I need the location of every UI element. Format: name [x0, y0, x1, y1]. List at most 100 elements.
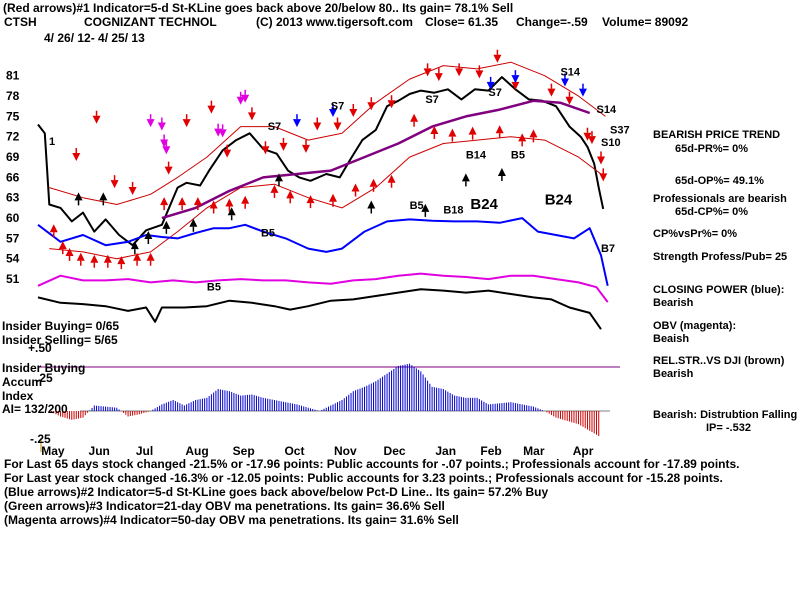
blue-down-arrow	[486, 81, 495, 90]
price-change: Change=-.59	[516, 15, 588, 29]
ai-value: AI= 132/200	[2, 402, 68, 416]
footer-blue-arrows: (Blue arrows)#2 Indicator=5-d St-KLine g…	[4, 485, 549, 499]
cp-value: 65d-CP%= 0%	[675, 206, 749, 218]
x-tick-label: May	[41, 444, 65, 458]
signal-label: B24	[470, 196, 498, 213]
red-up-arrow	[209, 200, 218, 209]
y-tick-label: 60	[6, 211, 20, 225]
red-down-arrow	[493, 54, 502, 63]
signal-label: S7	[488, 87, 501, 99]
price-tick-label: 1	[49, 136, 56, 148]
red-down-arrow	[587, 136, 596, 145]
blue-down-arrow	[292, 119, 301, 128]
black-up-arrow	[189, 218, 198, 227]
y-tick-label: 54	[6, 252, 20, 266]
red-down-arrow	[583, 132, 592, 141]
red-down-arrow	[333, 122, 342, 131]
y-tick-label: 72	[6, 130, 20, 144]
footer-magenta-arrows: (Magenta arrows)#4 Indicator=50-day OBV …	[4, 513, 459, 527]
black-up-arrow	[421, 203, 430, 212]
x-tick-label: Mar	[523, 444, 545, 458]
magenta-down-arrow	[218, 129, 227, 138]
y-tick-label: 63	[6, 191, 20, 205]
accum-axis-plus25: .25	[36, 371, 53, 385]
cp-vs-pr: CP%vsPr%= 0%	[653, 228, 738, 240]
black-up-arrow	[367, 200, 376, 209]
x-tick-label: Nov	[334, 444, 357, 458]
signal-label: S14	[560, 67, 580, 79]
signal-label: S7	[268, 121, 281, 133]
magenta-down-arrow	[157, 122, 166, 131]
black-up-arrow	[130, 241, 139, 250]
black-up-arrow	[74, 192, 83, 201]
x-tick-label: Jun	[89, 444, 110, 458]
red-up-arrow	[58, 241, 67, 250]
red-down-arrow	[164, 166, 173, 175]
strength-value: Strength Profess/Pub= 25	[653, 251, 788, 263]
footer-year: For Last year stock changed -16.3% or -1…	[4, 471, 723, 485]
series-line-5	[37, 272, 609, 303]
red-up-arrow	[495, 125, 504, 134]
red-up-arrow	[448, 128, 457, 137]
red-down-arrow	[313, 122, 322, 131]
black-up-arrow	[227, 207, 236, 216]
black-up-arrow	[162, 220, 171, 229]
red-down-arrow	[92, 115, 101, 124]
bearish-distribution: Bearish: Distrubtion Falling	[653, 409, 798, 421]
red-down-arrow	[223, 149, 232, 158]
red-up-arrow	[178, 197, 187, 206]
date-range: 4/ 26/ 12- 4/ 25/ 13	[44, 31, 145, 45]
red-up-arrow	[49, 224, 58, 233]
red-up-arrow	[241, 195, 250, 204]
x-tick-label: Feb	[480, 444, 501, 458]
series-line-0	[37, 76, 605, 247]
red-up-arrow	[65, 247, 74, 256]
black-up-arrow	[497, 167, 506, 176]
magenta-down-arrow	[146, 119, 155, 128]
y-tick-label: 66	[6, 170, 20, 184]
signal-label: B7	[601, 243, 615, 255]
y-tick-label: 51	[6, 272, 20, 286]
accum-axis-plus50: +.50	[28, 341, 52, 355]
red-up-arrow	[306, 195, 315, 204]
x-tick-label: Jul	[136, 444, 153, 458]
red-down-arrow	[596, 156, 605, 165]
red-down-arrow	[207, 105, 216, 114]
red-down-arrow	[475, 70, 484, 79]
red-up-arrow	[225, 198, 234, 207]
x-tick-label: Dec	[384, 444, 406, 458]
red-down-arrow	[72, 153, 81, 162]
blue-down-arrow	[329, 109, 338, 117]
footer-65day: For Last 65 days stock changed -21.5% or…	[4, 457, 740, 471]
insider-buying-count: Insider Buying= 0/65	[2, 319, 120, 333]
rel-strength-status: Bearish	[653, 368, 694, 380]
y-tick-label: 78	[6, 89, 20, 103]
insider-buying-label: Insider Buying	[2, 361, 86, 375]
index-label: Index	[2, 389, 34, 403]
red-up-arrow	[351, 183, 360, 192]
red-up-arrow	[160, 197, 169, 206]
insider-selling-count: Insider Selling= 5/65	[2, 333, 118, 347]
series-line-6	[37, 288, 602, 330]
magenta-down-arrow	[162, 146, 171, 155]
series-line-3	[161, 99, 591, 220]
signal-label: B24	[545, 192, 573, 209]
black-up-arrow	[461, 173, 470, 182]
red-down-arrow	[279, 142, 288, 151]
y-tick-label: 69	[6, 150, 20, 164]
red-down-arrow	[367, 102, 376, 111]
red-down-arrow	[301, 144, 310, 153]
black-up-arrow	[144, 231, 153, 239]
signal-label: B5	[261, 227, 275, 239]
volume-value: Volume= 89092	[602, 15, 689, 29]
red-up-arrow	[103, 254, 112, 263]
red-up-arrow	[430, 125, 439, 134]
indicator-red-arrows-line: (Red arrows)#1 Indicator=5-d St-KLine go…	[3, 1, 514, 15]
ip-value: IP= -.532	[706, 422, 751, 434]
red-down-arrow	[110, 180, 119, 189]
red-up-arrow	[329, 193, 338, 202]
red-down-arrow	[349, 109, 358, 117]
red-up-arrow	[286, 190, 295, 199]
series-line-1	[49, 61, 606, 205]
red-down-arrow	[547, 88, 556, 97]
